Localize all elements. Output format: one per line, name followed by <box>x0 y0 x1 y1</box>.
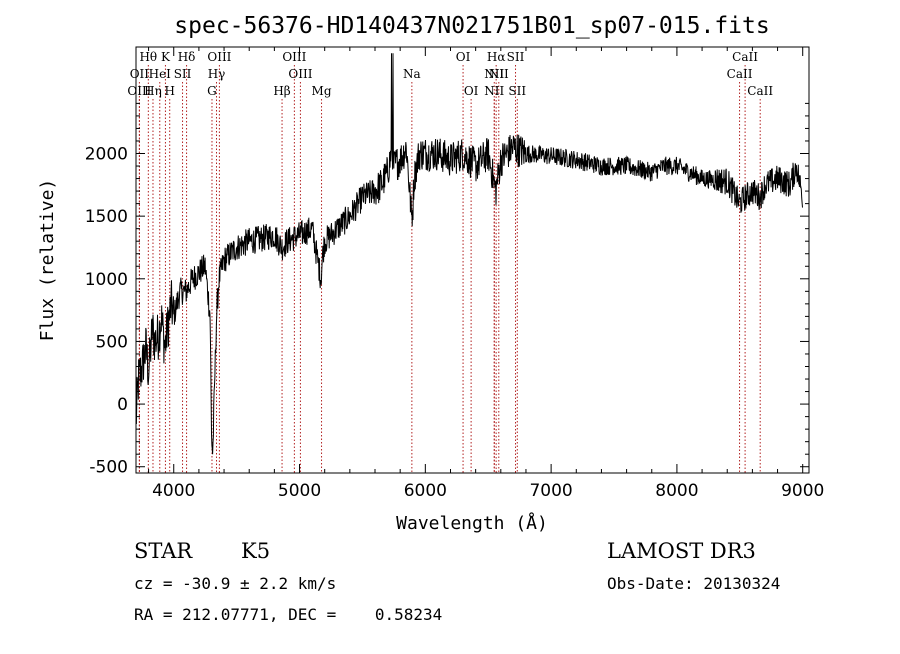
spectral-line-label: CaII <box>732 50 758 64</box>
spectral-line-label: OIII <box>288 67 312 81</box>
x-tick-label: 8000 <box>655 481 698 501</box>
coordinates: RA = 212.07771, DEC = 0.58234 <box>134 605 442 624</box>
y-tick-label: -500 <box>89 458 128 478</box>
spectrum-line <box>135 53 803 455</box>
spectral-line-label: OIII <box>127 84 151 98</box>
x-tick-label: 9000 <box>781 481 824 501</box>
x-axis-title: Wavelength (Å) <box>396 512 548 534</box>
spectral-line-label: G <box>207 84 217 98</box>
spectral-line-label: NII <box>484 67 504 81</box>
spectral-line-label: Hγ <box>208 67 226 81</box>
chart-title: spec-56376-HD140437N021751B01_sp07-015.f… <box>174 13 769 39</box>
spectral-line-label: Hα <box>487 50 506 64</box>
redshift-cz: cz = -30.9 ± 2.2 km/s <box>134 574 336 593</box>
spectral-line-label: NII <box>489 67 509 81</box>
x-axis-ticks: 4000 5000 6000 7000 8000 9000 <box>148 47 824 501</box>
y-axis-title: Flux (relative) <box>37 179 58 342</box>
y-tick-label: 2000 <box>85 145 128 165</box>
plot-frame <box>135 46 810 474</box>
spectral-line-label: Na <box>403 67 421 81</box>
y-axis-ticks: -500 0 500 1000 1500 2000 <box>85 102 809 478</box>
spectral-line-label: OIII <box>207 50 231 64</box>
spectral-line-label: OI <box>456 50 471 64</box>
spectral-line-label: SII <box>507 50 525 64</box>
spectral-line-label: SII <box>174 67 192 81</box>
y-tick-label: 0 <box>117 395 128 415</box>
spectral-line-label: NII <box>484 84 504 98</box>
observation-date: Obs-Date: 20130324 <box>607 574 780 593</box>
spectral-line-label: Hθ <box>139 50 157 64</box>
x-tick-label: 4000 <box>152 481 195 501</box>
spectral-line-label: OII <box>130 67 150 81</box>
spectral-line-label: Hβ <box>273 84 290 98</box>
spectral-line-label: OI <box>464 84 479 98</box>
object-subclass: K5 <box>241 539 270 563</box>
spectral-line-markers <box>138 65 761 473</box>
spectral-line-label: Hδ <box>178 50 196 64</box>
spectral-line-label: CaII <box>747 84 773 98</box>
spectral-line-label: HeI <box>149 67 172 81</box>
spectral-line-label: CaII <box>727 67 753 81</box>
spectral-line-label: K <box>161 50 171 64</box>
x-tick-label: 7000 <box>529 481 572 501</box>
object-class: STAR <box>134 539 193 563</box>
spectral-line-label: SII <box>508 84 526 98</box>
x-tick-label: 5000 <box>278 481 321 501</box>
y-tick-label: 1000 <box>85 270 128 290</box>
spectral-line-label: OIII <box>282 50 306 64</box>
spectral-line-label: Hη <box>144 84 162 98</box>
spectral-line-label: H <box>164 84 174 98</box>
x-tick-label: 6000 <box>404 481 447 501</box>
spectral-line-label: Mg <box>312 84 332 98</box>
survey-name: LAMOST DR3 <box>607 539 756 563</box>
y-tick-label: 1500 <box>85 207 128 227</box>
y-tick-label: 500 <box>96 332 128 352</box>
